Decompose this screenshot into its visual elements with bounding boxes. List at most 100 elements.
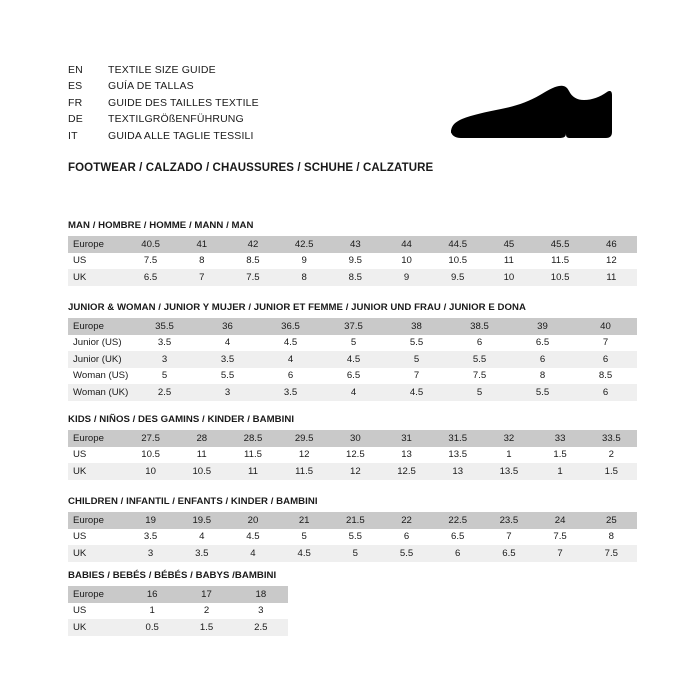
size-table-kids: Europe 27.5 28 28.5 29.5 30 31 31.5 32 33 33.5 US 10… bbox=[68, 430, 637, 480]
section-title-babies: BABIES / BEBÉS / BÉBÉS / BABYS /BAMBINI bbox=[68, 570, 277, 581]
size-cell: 4.5 bbox=[278, 545, 330, 562]
section-title-man: MAN / HOMBRE / HOMME / MANN / MAN bbox=[68, 220, 254, 231]
row-label: Europe bbox=[68, 236, 125, 253]
size-header-cell: 37.5 bbox=[322, 318, 385, 335]
row-label: US bbox=[68, 446, 125, 463]
size-header-cell: 45 bbox=[483, 236, 535, 253]
size-cell: 8 bbox=[585, 528, 637, 545]
row-label: Europe bbox=[68, 586, 125, 603]
row-label: Europe bbox=[68, 430, 125, 447]
language-code: DE bbox=[68, 113, 83, 126]
language-label: GUIDA ALLE TAGLIE TESSILI bbox=[108, 129, 254, 142]
size-cell: 6.5 bbox=[432, 528, 484, 545]
table-header-row: Europe 35.5 36 36.5 37.5 38 38.5 39 40 bbox=[68, 318, 637, 335]
size-header-cell: 20 bbox=[227, 512, 279, 529]
size-header-cell: 33 bbox=[534, 430, 586, 447]
size-cell: 13 bbox=[380, 446, 433, 463]
size-cell: 10.5 bbox=[432, 252, 484, 269]
size-header-cell: 17 bbox=[179, 586, 234, 603]
table-row: US 3.5 4 4.5 5 5.5 6 6.5 7 7.5 8 bbox=[68, 528, 637, 545]
size-cell: 8.5 bbox=[329, 269, 381, 286]
footwear-heading: FOOTWEAR / CALZADO / CHAUSSURES / SCHUHE… bbox=[68, 162, 434, 174]
size-cell: 3.5 bbox=[259, 384, 322, 401]
size-cell: 13.5 bbox=[483, 463, 535, 480]
size-cell: 5.5 bbox=[380, 545, 433, 562]
size-header-cell: 44 bbox=[380, 236, 433, 253]
size-cell: 6 bbox=[511, 351, 574, 368]
table-row: Woman (US) 5 5.5 6 6.5 7 7.5 8 8.5 bbox=[68, 367, 637, 384]
size-cell: 4 bbox=[176, 528, 228, 545]
size-cell: 1.5 bbox=[179, 619, 234, 636]
section-title-junior: JUNIOR & WOMAN / JUNIOR Y MUJER / JUNIOR… bbox=[68, 302, 526, 313]
size-cell: 8 bbox=[511, 367, 574, 384]
table-row: Woman (UK) 2.5 3 3.5 4 4.5 5 5.5 6 bbox=[68, 384, 637, 401]
size-header-cell: 19 bbox=[125, 512, 177, 529]
size-cell: 12 bbox=[278, 446, 330, 463]
size-cell: 11 bbox=[483, 252, 535, 269]
size-cell: 5 bbox=[322, 334, 385, 351]
size-header-cell: 41 bbox=[176, 236, 228, 253]
size-cell: 2 bbox=[585, 446, 637, 463]
size-header-cell: 32 bbox=[483, 430, 535, 447]
table-row: Junior (US) 3.5 4 4.5 5 5.5 6 6.5 7 bbox=[68, 334, 637, 351]
size-header-cell: 38 bbox=[385, 318, 448, 335]
language-row: DE TEXTILGRÖßENFÜHRUNG bbox=[68, 113, 398, 129]
table-body-kids: Europe 27.5 28 28.5 29.5 30 31 31.5 32 33 33.5 US 10… bbox=[68, 430, 637, 480]
size-cell: 9 bbox=[380, 269, 433, 286]
table-row: Junior (UK) 3 3.5 4 4.5 5 5.5 6 6 bbox=[68, 351, 637, 368]
size-cell: 5 bbox=[385, 351, 448, 368]
size-header-cell: 36 bbox=[196, 318, 259, 335]
size-header-cell: 44.5 bbox=[432, 236, 484, 253]
size-header-cell: 28.5 bbox=[227, 430, 279, 447]
size-cell: 4.5 bbox=[322, 351, 385, 368]
size-cell: 1.5 bbox=[534, 446, 586, 463]
size-cell: 8.5 bbox=[574, 367, 637, 384]
size-header-cell: 40.5 bbox=[125, 236, 177, 253]
size-header-cell: 38.5 bbox=[448, 318, 511, 335]
size-cell: 8 bbox=[176, 252, 228, 269]
language-row: FR GUIDE DES TAILLES TEXTILE bbox=[68, 97, 398, 113]
size-cell: 3 bbox=[133, 351, 196, 368]
size-header-cell: 28 bbox=[176, 430, 228, 447]
size-cell: 4 bbox=[322, 384, 385, 401]
size-cell: 4 bbox=[196, 334, 259, 351]
size-cell: 1.5 bbox=[585, 463, 637, 480]
size-table-junior: Europe 35.5 36 36.5 37.5 38 38.5 39 40 Junior (US… bbox=[68, 318, 637, 401]
size-header-cell: 23.5 bbox=[483, 512, 535, 529]
section-title-kids: KIDS / NIÑOS / DES GAMINS / KINDER / BAM… bbox=[68, 414, 295, 425]
size-cell: 5.5 bbox=[385, 334, 448, 351]
size-cell: 6 bbox=[432, 545, 484, 562]
size-cell: 6 bbox=[259, 367, 322, 384]
size-cell: 7.5 bbox=[125, 252, 177, 269]
size-header-cell: 39 bbox=[511, 318, 574, 335]
size-cell: 6 bbox=[380, 528, 433, 545]
section-kids: KIDS / NIÑOS / DES GAMINS / KINDER / BAM… bbox=[68, 414, 637, 480]
size-cell: 6 bbox=[574, 351, 637, 368]
size-header-cell: 40 bbox=[574, 318, 637, 335]
language-row: IT GUIDA ALLE TAGLIE TESSILI bbox=[68, 130, 398, 146]
size-cell: 5.5 bbox=[448, 351, 511, 368]
language-list: EN TEXTILE SIZE GUIDE ES GUÍA DE TALLAS FR GU… bbox=[68, 64, 398, 146]
size-cell: 4.5 bbox=[227, 528, 279, 545]
section-man: MAN / HOMBRE / HOMME / MANN / MAN Europe… bbox=[68, 220, 637, 286]
size-cell: 5 bbox=[133, 367, 196, 384]
size-cell: 12.5 bbox=[329, 446, 381, 463]
size-cell: 7 bbox=[176, 269, 228, 286]
language-code: ES bbox=[68, 80, 83, 93]
row-label: Woman (US) bbox=[68, 367, 133, 384]
table-header-row: Europe 16 17 18 bbox=[68, 586, 288, 603]
table-header-row: Europe 40.5 41 42 42.5 43 44 44.5 45 45.5 46 bbox=[68, 236, 637, 253]
size-cell: 7 bbox=[534, 545, 586, 562]
size-cell: 6 bbox=[574, 384, 637, 401]
size-table-babies: Europe 16 17 18 US 1 2 3 UK 0.5 1.5 2.5 bbox=[68, 586, 288, 636]
table-row: UK 6.5 7 7.5 8 8.5 9 9.5 10 10.5 11 bbox=[68, 269, 637, 286]
size-cell: 5.5 bbox=[196, 367, 259, 384]
size-header-cell: 21 bbox=[278, 512, 330, 529]
language-code: FR bbox=[68, 96, 83, 109]
row-label: Woman (UK) bbox=[68, 384, 133, 401]
row-label: Europe bbox=[68, 318, 133, 335]
size-cell: 6.5 bbox=[322, 367, 385, 384]
size-cell: 4 bbox=[227, 545, 279, 562]
size-header-cell: 22.5 bbox=[432, 512, 484, 529]
